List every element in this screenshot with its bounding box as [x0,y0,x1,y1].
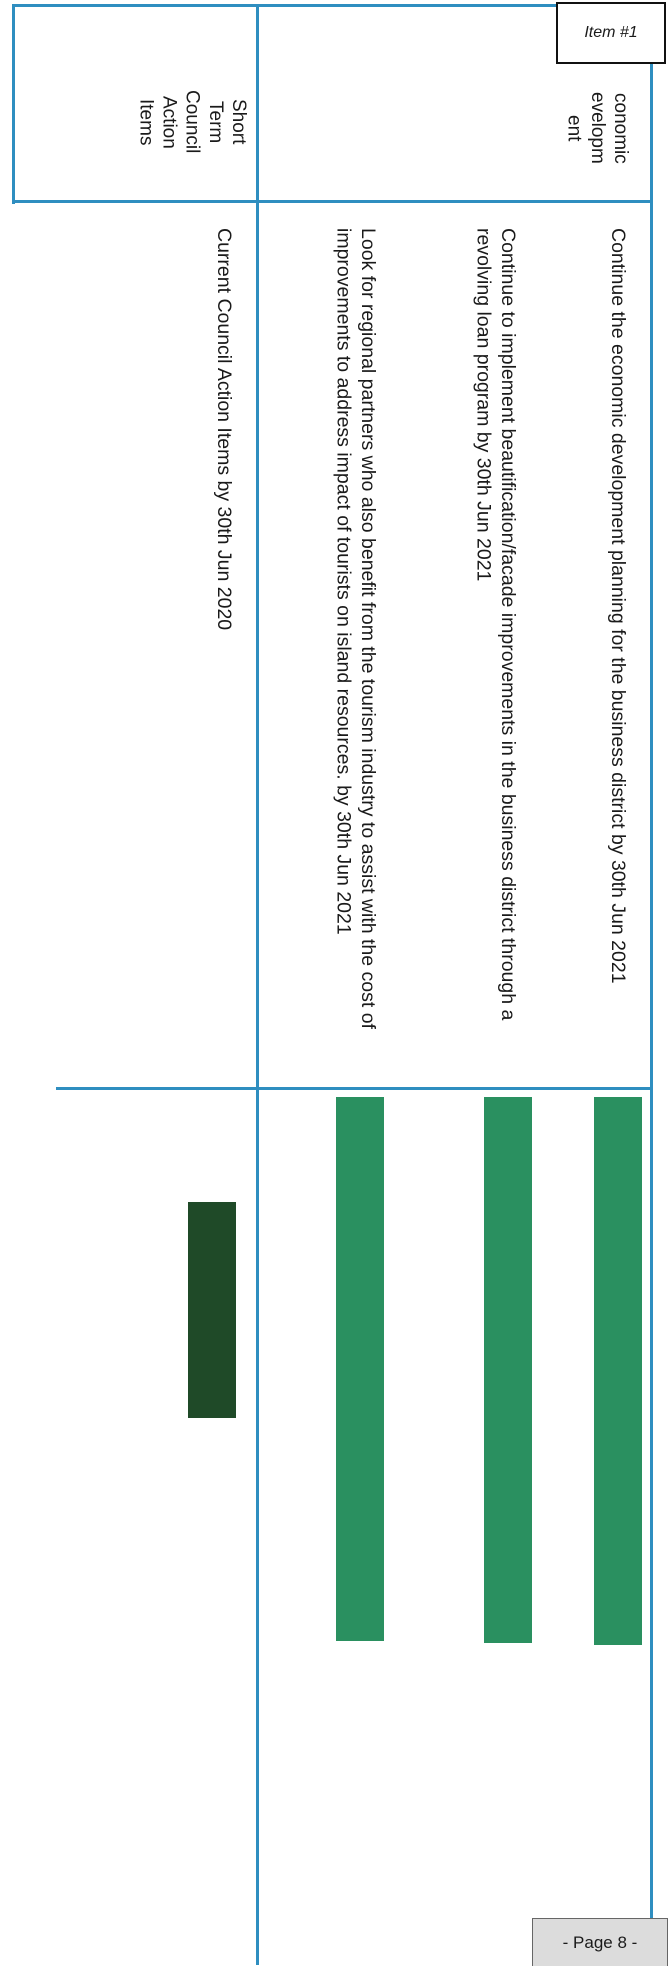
gantt-bar-council-action-items [188,1202,236,1418]
category-label-economic-development: conomic evelopm ent [563,92,631,164]
category-divider [256,4,259,1965]
column-divider-category [12,4,652,7]
gantt-bar-regional-partners [336,1097,384,1641]
table-border-left [12,4,15,204]
gantt-bar-economic-planning [594,1097,642,1645]
table-border-right [650,4,653,1965]
task-text-regional-partners: Look for regional partners who also bene… [332,228,379,1029]
task-text-economic-planning: Continue the economic development planni… [607,228,629,984]
category-label-short-term-council-action: Short Term Council Action Items [135,90,249,154]
gantt-bar-beautification [484,1097,532,1643]
timeline-divider [56,1087,652,1090]
page-number-footer: - Page 8 - [532,1918,668,1966]
task-text-beautification: Continue to implement beautification/fac… [472,228,519,1021]
item-number-tag: Item #1 [556,2,666,64]
task-text-council-action-items: Current Council Action Items by 30th Jun… [213,228,235,631]
header-divider [12,200,652,203]
